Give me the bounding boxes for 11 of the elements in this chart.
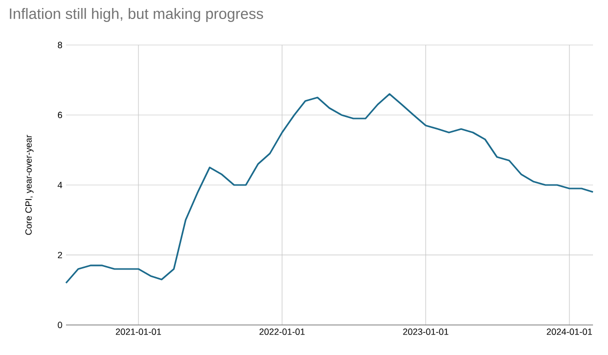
y-tick-label: 0 xyxy=(58,322,62,328)
y-tick-label: 8 xyxy=(58,42,62,48)
x-tick-label: 2021-01-01 xyxy=(116,328,161,335)
chart-title: Inflation still high, but making progress xyxy=(10,8,264,22)
y-tick-label: 4 xyxy=(58,182,62,188)
x-tick-label: 2022-01-01 xyxy=(260,328,305,335)
y-axis-title: Core CPI, year-over-year xyxy=(25,134,34,235)
x-tick-label: 2023-01-01 xyxy=(403,328,448,335)
y-tick-label: 2 xyxy=(58,252,62,258)
y-tick-label: 6 xyxy=(58,112,62,118)
x-tick-label: 2024-01-01 xyxy=(546,328,592,335)
